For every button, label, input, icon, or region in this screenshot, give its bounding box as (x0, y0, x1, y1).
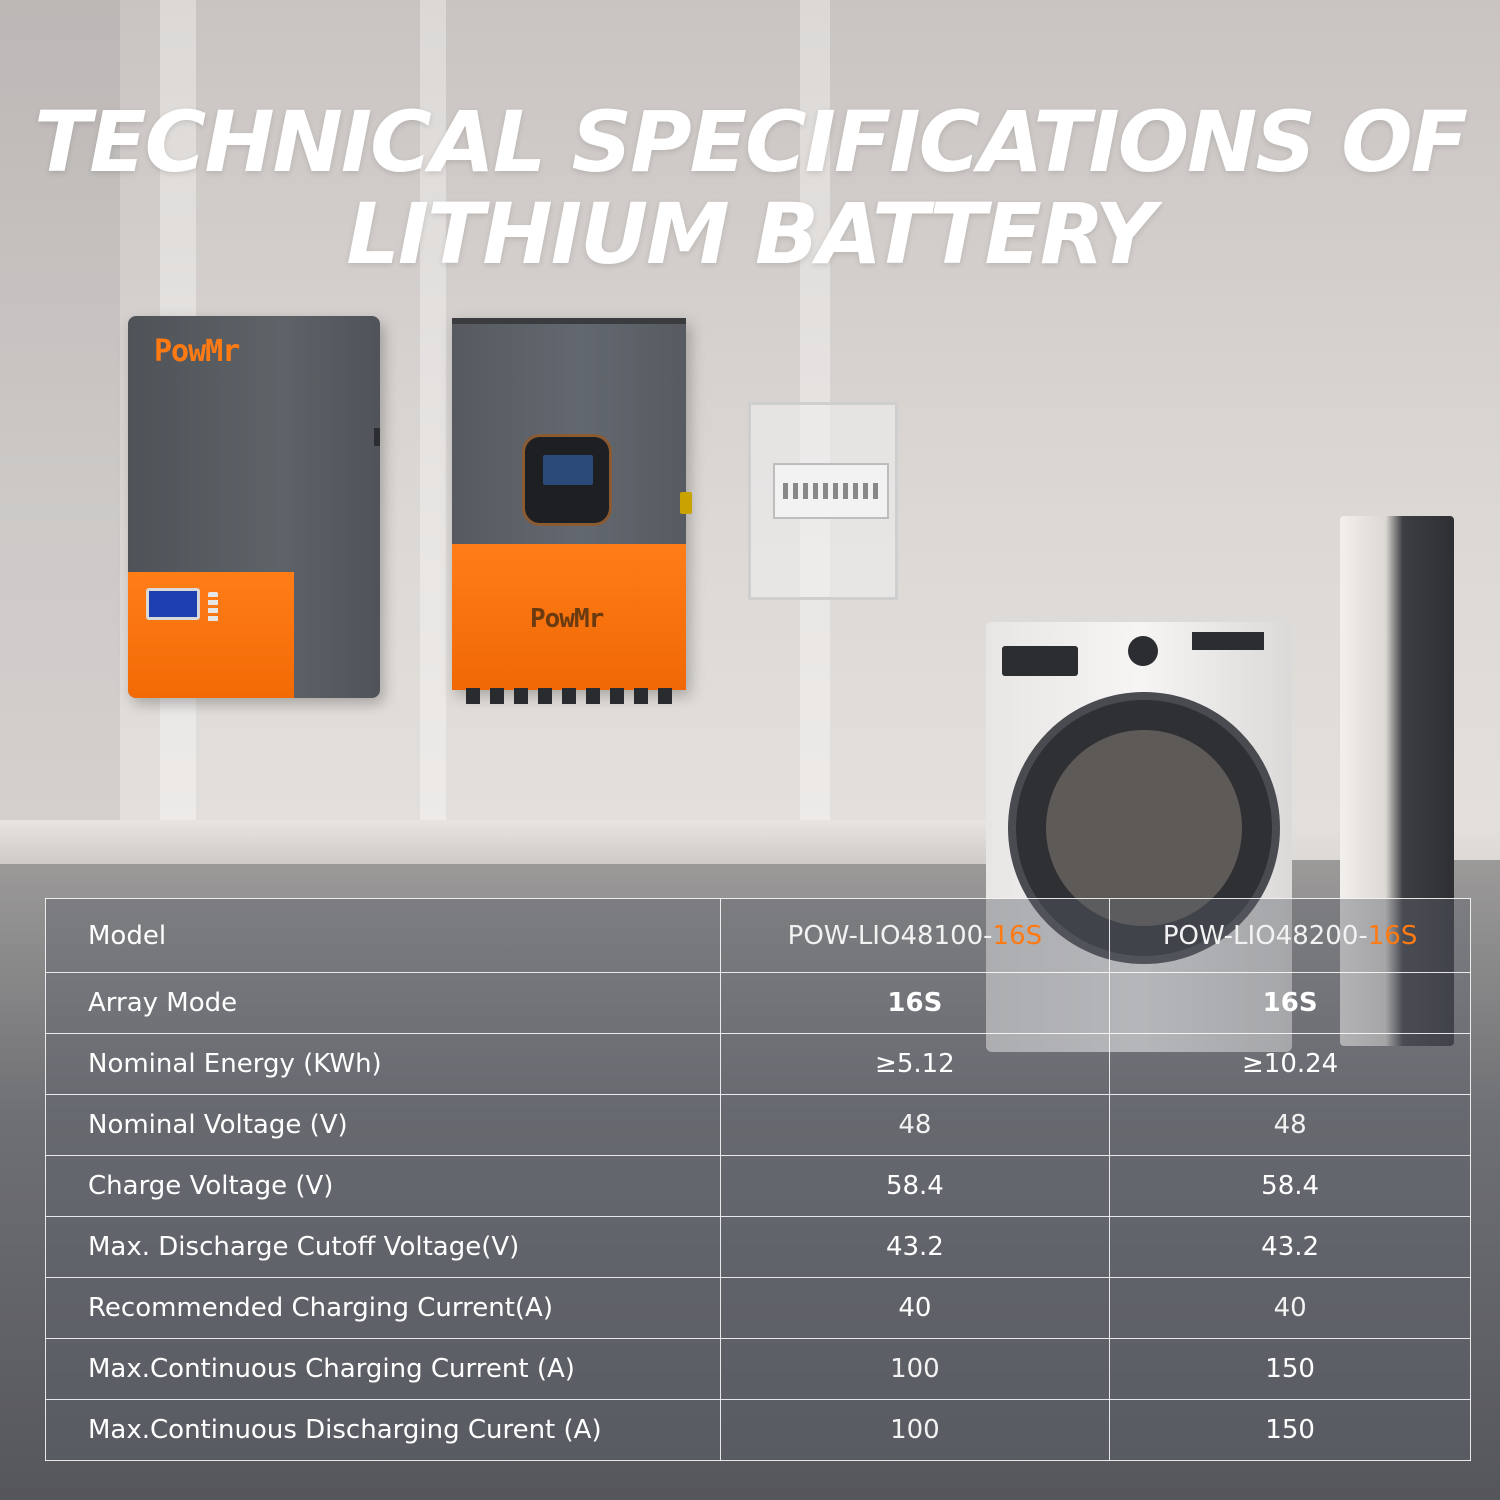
inverter-switch (680, 492, 692, 514)
header-model-1-cell: POW-LIO48100-16S (719, 898, 1111, 973)
inverter-device-image: PowMr (452, 318, 692, 704)
row-value-model-2: 16S (1109, 972, 1471, 1034)
row-label: Nominal Energy (KWh) (45, 1033, 721, 1095)
row-label: Array Mode (45, 972, 721, 1034)
battery-lcd-screen (146, 588, 200, 620)
inverter-ports (466, 688, 672, 704)
table-row: Max.Continuous Charging Current (A) 100 … (45, 1338, 1471, 1400)
row-value-model-2: 58.4 (1109, 1155, 1471, 1217)
wall-pillar (420, 0, 446, 820)
row-label: Max.Continuous Discharging Curent (A) (45, 1399, 721, 1461)
row-value-model-1: 40 (719, 1277, 1111, 1339)
model-1-prefix: POW-LIO48100- (787, 920, 993, 951)
row-value-model-1: 58.4 (719, 1155, 1111, 1217)
row-label: Charge Voltage (V) (45, 1155, 721, 1217)
row-label: Recommended Charging Current(A) (45, 1277, 721, 1339)
model-2-prefix: POW-LIO48200- (1162, 920, 1368, 951)
row-value-model-2: 150 (1109, 1399, 1471, 1461)
inverter-brand-logo: PowMr (530, 604, 604, 634)
row-label: Max. Discharge Cutoff Voltage(V) (45, 1216, 721, 1278)
table-row: Max. Discharge Cutoff Voltage(V) 43.2 43… (45, 1216, 1471, 1278)
header-model-2-cell: POW-LIO48200-16S (1109, 898, 1471, 973)
row-value-model-1: ≥5.12 (719, 1033, 1111, 1095)
inverter-orange-panel (452, 544, 686, 690)
table-row: Charge Voltage (V) 58.4 58.4 (45, 1155, 1471, 1217)
battery-side-button (374, 428, 380, 446)
electric-panel-image (748, 402, 898, 600)
row-label: Nominal Voltage (V) (45, 1094, 721, 1156)
row-value-model-2: 43.2 (1109, 1216, 1471, 1278)
washer-display (1192, 632, 1264, 650)
inverter-screen (543, 455, 593, 485)
row-value-model-1: 100 (719, 1338, 1111, 1400)
battery-brand-logo: PowMr (154, 334, 240, 369)
row-label: Max.Continuous Charging Current (A) (45, 1338, 721, 1400)
title-line-1: TECHNICAL SPECIFICATIONS OF (34, 93, 1468, 191)
row-value-model-1: 16S (719, 972, 1111, 1034)
row-value-model-1: 100 (719, 1399, 1111, 1461)
table-header-row: Model POW-LIO48100-16S POW-LIO48200-16S (45, 898, 1471, 973)
wall-ledge (0, 820, 1040, 864)
inverter-control-panel (522, 434, 612, 526)
battery-device-image: PowMr (128, 316, 380, 698)
page-title: TECHNICAL SPECIFICATIONS OF LITHIUM BATT… (0, 96, 1500, 280)
row-value-model-2: 40 (1109, 1277, 1471, 1339)
washer-knob (1128, 636, 1158, 666)
model-1-suffix: 16S (992, 920, 1043, 951)
table-row: Nominal Voltage (V) 48 48 (45, 1094, 1471, 1156)
row-value-model-1: 48 (719, 1094, 1111, 1156)
specifications-table: Model POW-LIO48100-16S POW-LIO48200-16S … (45, 898, 1471, 1461)
wall-shadow (0, 0, 120, 900)
row-value-model-2: 150 (1109, 1338, 1471, 1400)
model-2-suffix: 16S (1367, 920, 1418, 951)
battery-buttons (208, 592, 218, 622)
table-row: Max.Continuous Discharging Curent (A) 10… (45, 1399, 1471, 1461)
table-row: Nominal Energy (KWh) ≥5.12 ≥10.24 (45, 1033, 1471, 1095)
row-value-model-2: 48 (1109, 1094, 1471, 1156)
row-value-model-1: 43.2 (719, 1216, 1111, 1278)
title-line-2: LITHIUM BATTERY (346, 185, 1155, 283)
header-label-cell: Model (45, 898, 721, 973)
table-row: Recommended Charging Current(A) 40 40 (45, 1277, 1471, 1339)
row-value-model-2: ≥10.24 (1109, 1033, 1471, 1095)
washer-dispenser (1002, 646, 1078, 676)
breaker-row (773, 463, 889, 519)
table-row: Array Mode 16S 16S (45, 972, 1471, 1034)
